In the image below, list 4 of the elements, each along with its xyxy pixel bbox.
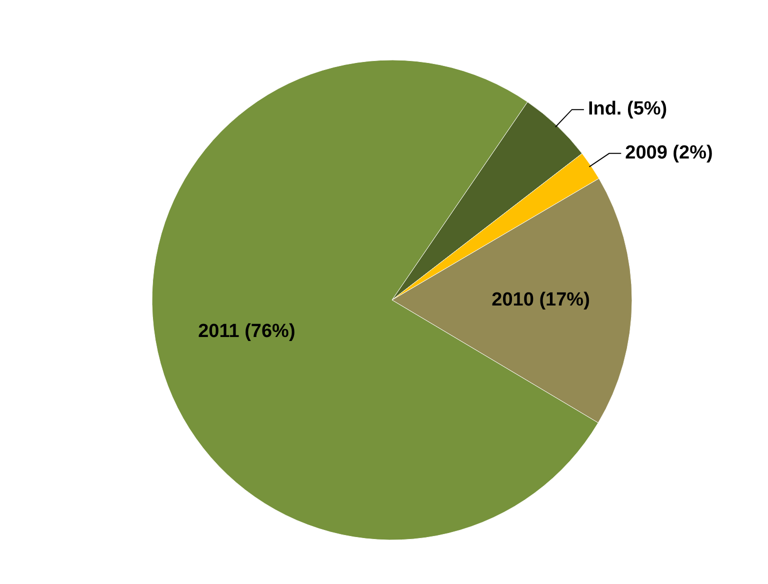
slice-label: 2009 (2%)	[625, 142, 713, 164]
slice-label: Ind. (5%)	[588, 98, 668, 120]
slice-label: 2010 (17%)	[492, 289, 590, 310]
slice-label: 2011 (76%)	[198, 321, 296, 342]
